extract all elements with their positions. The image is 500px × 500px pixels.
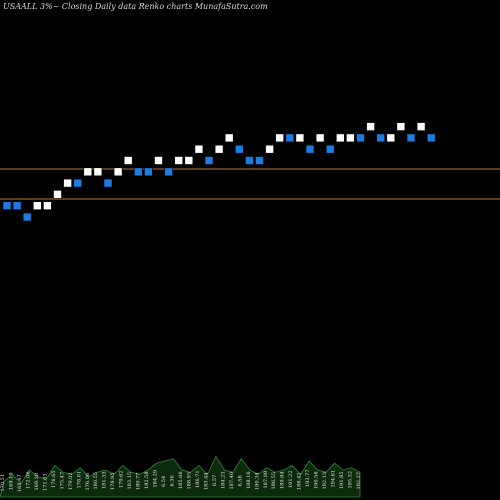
renko-brick-up: [63, 178, 72, 188]
volume-area-path: [0, 455, 361, 498]
volume-label: 176.65: [51, 471, 57, 489]
renko-brick-down: [376, 133, 386, 143]
volume-label: 191.22: [288, 471, 294, 489]
volume-label: 6.36: [170, 475, 176, 486]
renko-brick-down: [235, 144, 244, 154]
level-lines: [0, 168, 500, 200]
volume-label: 184.29: [153, 470, 159, 488]
volume-label: 175.47: [59, 472, 65, 490]
volume-label: 6.57: [212, 475, 218, 486]
renko-brick-up: [53, 190, 62, 199]
renko-brick-up: [396, 122, 406, 131]
renko-brick-up: [113, 167, 123, 177]
renko-brick-down: [73, 178, 82, 188]
volume-label: 190.58: [314, 472, 320, 490]
volume-label: 184.23: [220, 472, 226, 490]
renko-brick-down: [305, 144, 315, 154]
volume-label: 168.47: [17, 475, 23, 493]
volume-label: 182.58: [144, 472, 150, 490]
renko-brick-up: [315, 133, 325, 143]
renko-brick-down: [325, 144, 335, 154]
volume-label: 188.93: [187, 472, 193, 490]
volume-label: 190.34: [254, 473, 260, 491]
volume-label: 169.19: [9, 473, 15, 491]
volume-label: 186.71: [195, 471, 201, 489]
volume-label: 180.77: [136, 473, 142, 491]
volume-label: 6.54: [161, 476, 167, 487]
renko-brick-up: [275, 133, 285, 143]
renko-brick-up: [123, 156, 133, 165]
renko-brick-up: [154, 156, 163, 165]
volume-label: 192.27: [356, 472, 362, 490]
volume-label: 178.01: [76, 471, 82, 489]
volume-label: 178.95: [110, 473, 116, 491]
renko-brick-down: [204, 156, 214, 165]
volume-label: 193.77: [305, 470, 311, 488]
volume-labels: 170.51 169.19 168.47 172.06 169.38 171.03 176.…: [0, 470, 362, 493]
renko-brick-up: [335, 133, 345, 143]
volume-label: 181.33: [102, 472, 108, 490]
volume-label: 189.84: [280, 472, 286, 490]
renko-brick-down: [255, 156, 264, 165]
renko-brick-up: [93, 167, 103, 177]
renko-brick-down: [144, 167, 153, 177]
volume-label: 176.06: [85, 473, 91, 491]
renko-brick-down: [134, 167, 143, 177]
volume-area: [0, 455, 361, 498]
renko-brick-down: [406, 133, 416, 143]
volume-label: 170.51: [0, 474, 6, 492]
volume-label: 195.32: [348, 471, 354, 489]
renko-brick-up: [174, 156, 183, 165]
renko-brick-up: [386, 133, 396, 143]
volume-label: 188.42: [297, 473, 303, 491]
renko-brick-up: [366, 122, 375, 131]
renko-brick-up: [43, 201, 52, 210]
renko-brick-down: [285, 133, 295, 143]
renko-brick-up: [224, 133, 234, 143]
volume-label: 187.40: [229, 472, 235, 490]
renko-brick-up: [32, 201, 42, 210]
renko-brick-down: [103, 178, 113, 188]
renko-brick-up: [346, 133, 355, 143]
renko-brick-up: [83, 167, 93, 177]
volume-label: 186.55: [271, 472, 277, 490]
volume-label: 179.62: [119, 471, 125, 489]
volume-label: 183.15: [127, 472, 133, 490]
volume-label: 188.16: [246, 472, 252, 490]
volume-label: 171.03: [42, 474, 48, 492]
volume-label: 194.61: [331, 470, 337, 488]
volume-label: 183.44: [203, 473, 209, 491]
volume-label: 172.06: [25, 472, 31, 490]
volume-label: 179.02: [68, 473, 74, 491]
renko-brick-up: [416, 122, 426, 131]
renko-brick-down: [22, 212, 32, 222]
volume-label: 187.09: [263, 471, 269, 489]
renko-brick-down: [2, 201, 12, 210]
volume-label: 169.38: [34, 473, 40, 491]
renko-brick-up: [295, 133, 305, 143]
renko-brick-down: [356, 133, 365, 143]
volume-label: 191.85: [339, 472, 345, 490]
volume-label: 180.55: [93, 472, 99, 490]
renko-brick-down: [12, 201, 22, 210]
renko-brick-down: [245, 156, 254, 165]
volume-label: 192.13: [322, 472, 328, 490]
renko-brick-down: [164, 167, 173, 177]
renko-bricks: [2, 122, 436, 222]
renko-brick-up: [184, 156, 194, 165]
chart-title: USAALL 3%~ Closing Daily data Renko char…: [3, 2, 268, 11]
renko-brick-down: [426, 133, 436, 143]
renko-brick-up: [214, 144, 224, 154]
renko-brick-up: [265, 144, 274, 154]
renko-brick-up: [194, 144, 204, 154]
volume-label: 185.66: [178, 472, 184, 490]
volume-label: 6.58: [237, 475, 243, 486]
